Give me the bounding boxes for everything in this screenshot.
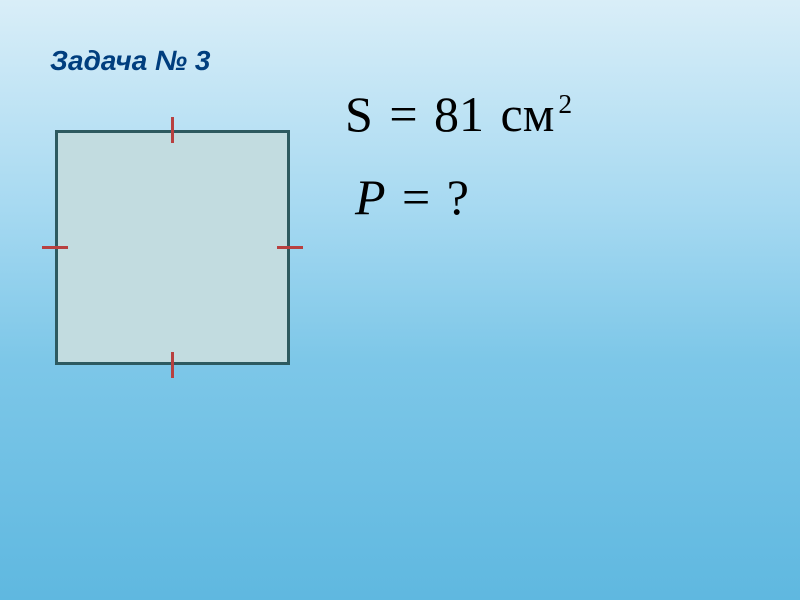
perimeter-value: ?: [447, 169, 469, 225]
area-value: 81: [434, 86, 484, 142]
area-unit: см: [501, 86, 555, 142]
area-variable: S: [345, 86, 373, 142]
tick-bottom: [171, 352, 174, 378]
formula-area: S = 81 см2: [345, 85, 576, 143]
formula-perimeter: P = ?: [345, 168, 576, 226]
tick-right: [277, 246, 303, 249]
area-equals: =: [389, 86, 417, 142]
area-exponent: 2: [558, 88, 572, 119]
problem-title: Задача № 3: [50, 45, 211, 77]
square-shape: [55, 130, 290, 365]
formula-block: S = 81 см2 P = ?: [345, 85, 576, 226]
perimeter-equals: =: [402, 169, 430, 225]
perimeter-variable: P: [355, 169, 386, 225]
tick-left: [42, 246, 68, 249]
tick-top: [171, 117, 174, 143]
square-diagram: [55, 130, 290, 365]
